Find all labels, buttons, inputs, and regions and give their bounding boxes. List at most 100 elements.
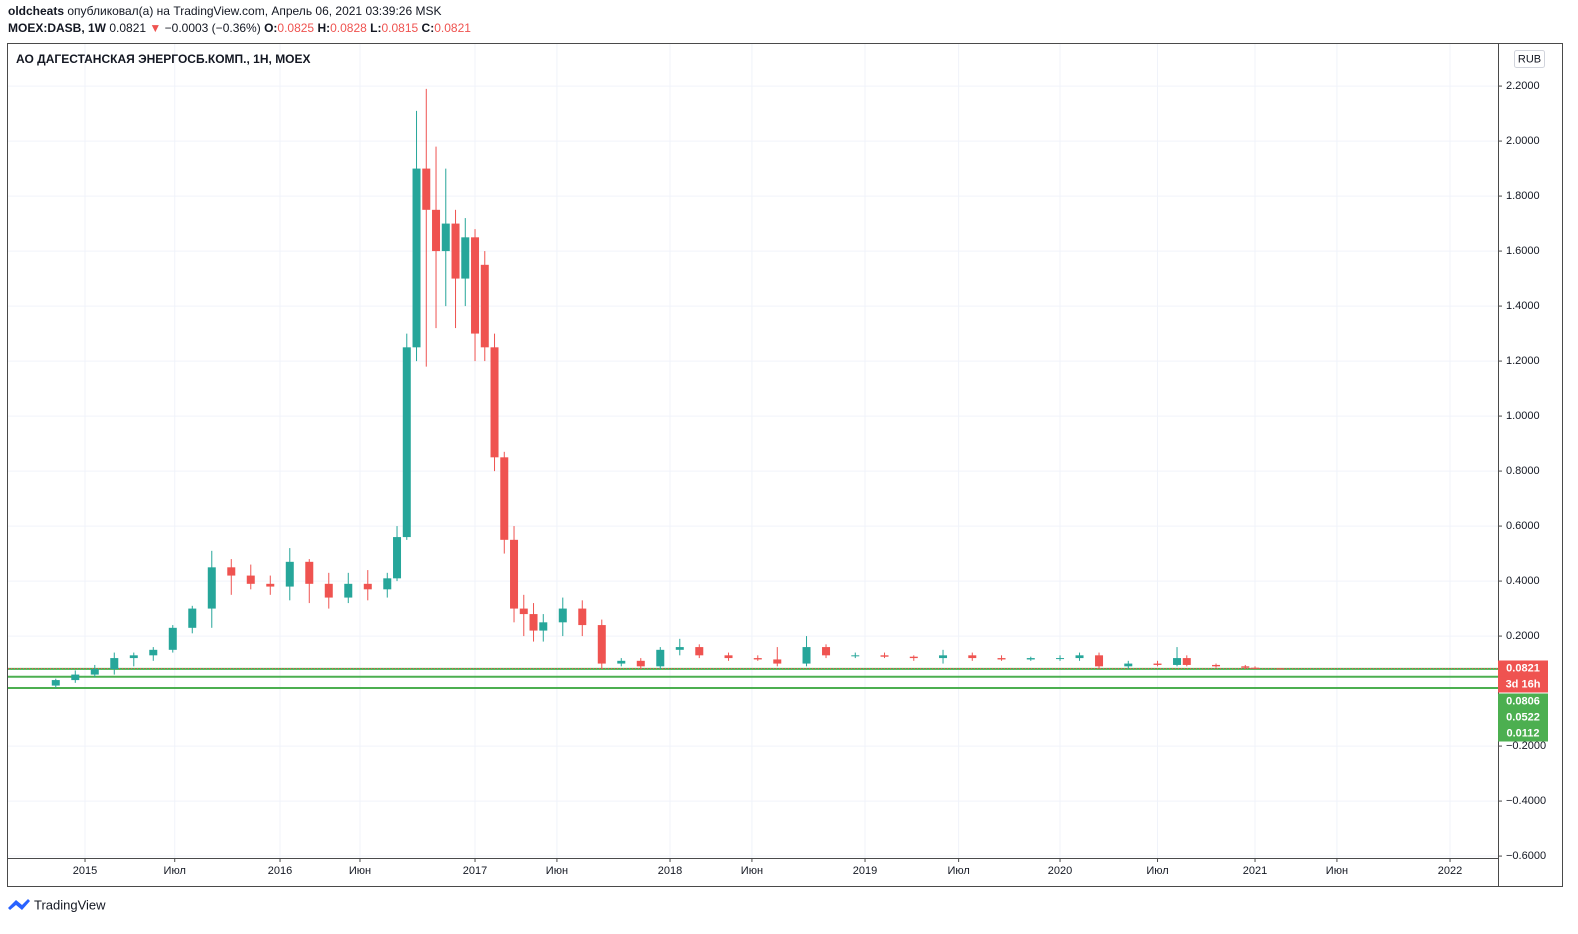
candle-body	[227, 567, 236, 576]
price-label-box	[1498, 725, 1548, 742]
candle-body	[422, 168, 431, 210]
price-label-box	[1498, 660, 1548, 677]
candle-body	[909, 656, 918, 659]
h-value: 0.0828	[330, 21, 367, 35]
candle-body	[461, 237, 470, 279]
candle-body	[773, 659, 782, 664]
currency-box	[1514, 50, 1545, 68]
candle-body	[1095, 655, 1104, 667]
candle-body	[480, 264, 489, 348]
x-tick-label: Июл	[947, 865, 969, 877]
candle-body	[617, 660, 626, 664]
candle-body	[51, 680, 60, 686]
x-tick-label: 2015	[73, 865, 97, 877]
y-tick-label: 2.2000	[1506, 80, 1540, 92]
x-tick-label: Июн	[1326, 865, 1348, 877]
candle-body	[997, 658, 1006, 660]
x-tick-label: 2022	[1438, 865, 1462, 877]
header-line: oldcheats опубликовал(а) на TradingView.…	[8, 4, 442, 18]
candle-body	[1056, 658, 1065, 660]
price-label-box	[1498, 693, 1548, 710]
y-tick-label: −0.6000	[1506, 850, 1546, 862]
symbol: MOEX:DASB, 1W	[8, 21, 107, 35]
price-label-box	[1498, 709, 1548, 726]
y-tick-label: 2.0000	[1506, 135, 1540, 147]
candle-body	[1026, 658, 1035, 660]
candle-body	[656, 649, 665, 667]
c-label: C:	[422, 21, 435, 35]
price-label: 0.0806	[1506, 695, 1540, 707]
y-tick-label: 1.4000	[1506, 300, 1540, 312]
footer-brand: TradingView	[34, 897, 106, 912]
chart-title: АО ДАГЕСТАНСКАЯ ЭНЕРГОСБ.КОМП., 1Н, MOEX	[16, 52, 311, 66]
o-label: O:	[264, 21, 277, 35]
candle-body	[724, 655, 733, 659]
candle-body	[412, 168, 421, 348]
candle-body	[510, 539, 519, 609]
l-label: L:	[370, 21, 381, 35]
l-value: 0.0815	[382, 21, 419, 35]
y-tick-label: 0.8000	[1506, 465, 1540, 477]
candle-body	[363, 583, 372, 590]
o-value: 0.0825	[277, 21, 314, 35]
candle-body	[1212, 664, 1221, 667]
candle-body	[383, 578, 392, 590]
x-tick-label: 2017	[463, 865, 487, 877]
candle-body	[188, 608, 197, 628]
candle-body	[432, 209, 441, 252]
candle-body	[695, 647, 704, 656]
currency: RUB	[1518, 53, 1541, 65]
candle-body	[402, 347, 411, 538]
candle-body	[344, 583, 353, 598]
x-tick-label: Июл	[164, 865, 186, 877]
candle-body	[490, 347, 499, 458]
candle-body	[324, 583, 333, 598]
c-value: 0.0821	[434, 21, 471, 35]
change: −0.0003 (−0.36%)	[165, 21, 261, 35]
candle-body	[1182, 658, 1191, 665]
candle-body	[851, 655, 860, 657]
price-label: 3d 16h	[1506, 678, 1541, 690]
frame	[7, 43, 1563, 887]
candle-body	[1276, 668, 1285, 670]
candle-body	[246, 575, 255, 584]
x-tick-label: 2021	[1243, 865, 1267, 877]
candle-body	[880, 655, 889, 657]
candle-body	[1173, 658, 1182, 665]
grid	[8, 44, 1498, 858]
candle-body	[149, 649, 158, 656]
candle-body	[675, 647, 684, 650]
candle-body	[822, 647, 831, 656]
candle-body	[1075, 655, 1084, 659]
candle-body	[285, 561, 294, 587]
candle-body	[1241, 666, 1250, 668]
x-tick-label: Июн	[741, 865, 763, 877]
y-tick-label: 1.6000	[1506, 245, 1540, 257]
symbol-line: MOEX:DASB, 1W 0.0821 ▼ −0.0003 (−0.36%) …	[8, 21, 471, 35]
footer-logo	[8, 899, 30, 910]
candle-body	[168, 627, 177, 650]
y-tick-label: 0.2000	[1506, 630, 1540, 642]
candle-body	[305, 561, 314, 584]
arrow: ▼	[149, 21, 161, 35]
y-tick-label: −0.2000	[1506, 740, 1546, 752]
y-tick-label: 1.2000	[1506, 355, 1540, 367]
candle-body	[207, 567, 216, 609]
x-tick-label: 2020	[1048, 865, 1072, 877]
candle-body	[393, 537, 402, 579]
published: опубликовал(а) на TradingView.com, Апрел…	[67, 4, 441, 18]
candle-body	[558, 608, 567, 623]
price-label: 0.0821	[1506, 662, 1540, 674]
candle-body	[539, 622, 548, 631]
candle-body	[1153, 663, 1162, 665]
author: oldcheats	[8, 4, 64, 18]
y-tick-label: 0.4000	[1506, 575, 1540, 587]
plot	[8, 88, 1498, 689]
candle-body	[71, 674, 80, 681]
candle-body	[636, 660, 645, 667]
candle-body	[471, 237, 480, 334]
candle-body	[529, 614, 538, 631]
candle-body	[110, 658, 119, 670]
